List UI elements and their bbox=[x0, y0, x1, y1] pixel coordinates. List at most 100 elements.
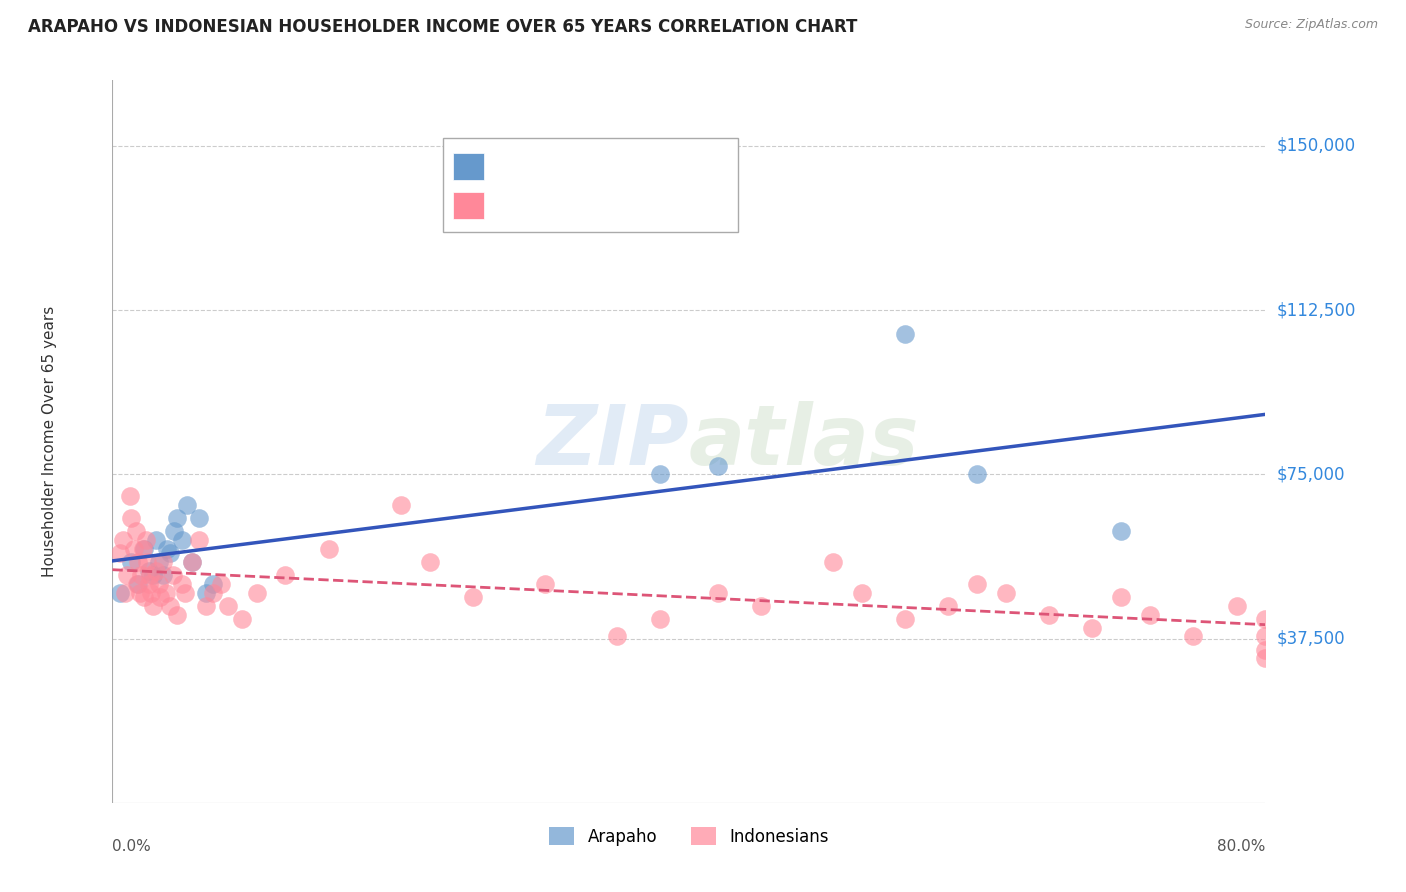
Point bbox=[707, 585, 730, 599]
Point bbox=[821, 555, 844, 569]
Point bbox=[162, 568, 184, 582]
Point bbox=[166, 511, 188, 525]
Text: Householder Income Over 65 years: Householder Income Over 65 years bbox=[42, 306, 56, 577]
Point bbox=[195, 585, 218, 599]
Point bbox=[166, 607, 188, 622]
Text: 0.0%: 0.0% bbox=[112, 838, 152, 854]
Point bbox=[246, 585, 269, 599]
Point bbox=[173, 585, 195, 599]
Point bbox=[142, 568, 165, 582]
Point bbox=[152, 555, 174, 569]
Point bbox=[134, 541, 156, 556]
Point bbox=[461, 590, 484, 604]
Point bbox=[138, 577, 160, 591]
Text: $150,000: $150,000 bbox=[1277, 137, 1355, 155]
Point bbox=[127, 577, 149, 591]
Point bbox=[217, 599, 239, 613]
Point bbox=[1254, 612, 1277, 626]
Point bbox=[419, 555, 441, 569]
Point bbox=[389, 498, 412, 512]
Text: N = 64: N = 64 bbox=[664, 198, 721, 213]
Point bbox=[152, 568, 174, 582]
Point bbox=[1111, 524, 1133, 539]
Point bbox=[650, 467, 672, 482]
Point bbox=[209, 577, 232, 591]
Point bbox=[318, 541, 340, 556]
Point bbox=[138, 564, 160, 578]
Point bbox=[1226, 599, 1249, 613]
Point bbox=[135, 533, 157, 547]
Text: ZIP: ZIP bbox=[536, 401, 689, 482]
Point bbox=[966, 467, 988, 482]
Point bbox=[145, 564, 167, 578]
Point bbox=[118, 489, 141, 503]
Point bbox=[141, 585, 163, 599]
Point bbox=[1081, 621, 1104, 635]
Point bbox=[136, 555, 159, 569]
Point bbox=[1254, 651, 1277, 665]
Point bbox=[995, 585, 1018, 599]
Point bbox=[195, 599, 218, 613]
Point bbox=[148, 577, 170, 591]
Point bbox=[202, 577, 225, 591]
Point bbox=[145, 533, 167, 547]
Point bbox=[125, 577, 148, 591]
Point bbox=[120, 555, 142, 569]
Point bbox=[124, 524, 146, 539]
Point bbox=[274, 568, 297, 582]
Point bbox=[534, 577, 557, 591]
Point bbox=[188, 533, 211, 547]
Point bbox=[966, 577, 988, 591]
Text: N = 24: N = 24 bbox=[664, 159, 721, 174]
Text: Source: ZipAtlas.com: Source: ZipAtlas.com bbox=[1244, 18, 1378, 31]
Point bbox=[127, 555, 149, 569]
Point bbox=[108, 585, 131, 599]
Point bbox=[128, 585, 150, 599]
Text: atlas: atlas bbox=[689, 401, 920, 482]
Point bbox=[170, 577, 193, 591]
Text: 80.0%: 80.0% bbox=[1218, 838, 1265, 854]
Point bbox=[1254, 629, 1277, 643]
Point bbox=[1111, 590, 1133, 604]
Point bbox=[180, 555, 202, 569]
Point bbox=[159, 599, 181, 613]
Point bbox=[114, 585, 136, 599]
Point bbox=[1254, 642, 1277, 657]
Point bbox=[134, 590, 156, 604]
Point bbox=[108, 546, 131, 560]
Point bbox=[163, 524, 186, 539]
Point bbox=[894, 327, 917, 342]
Point bbox=[851, 585, 873, 599]
Point bbox=[606, 629, 628, 643]
Point bbox=[139, 568, 162, 582]
Text: $112,500: $112,500 bbox=[1277, 301, 1357, 319]
Legend: Arapaho, Indonesians: Arapaho, Indonesians bbox=[543, 821, 835, 852]
Text: $37,500: $37,500 bbox=[1277, 630, 1346, 648]
Point bbox=[159, 546, 181, 560]
Point bbox=[936, 599, 959, 613]
Text: R =  0.603: R = 0.603 bbox=[495, 159, 576, 174]
Point bbox=[156, 541, 179, 556]
Point bbox=[155, 585, 177, 599]
Point bbox=[1038, 607, 1060, 622]
Point bbox=[122, 541, 145, 556]
Point bbox=[180, 555, 202, 569]
Point bbox=[894, 612, 917, 626]
Point bbox=[176, 498, 198, 512]
Point bbox=[120, 511, 142, 525]
Point bbox=[149, 590, 172, 604]
Point bbox=[749, 599, 772, 613]
Point bbox=[1139, 607, 1161, 622]
Text: $75,000: $75,000 bbox=[1277, 466, 1346, 483]
Point bbox=[115, 568, 138, 582]
Text: ARAPAHO VS INDONESIAN HOUSEHOLDER INCOME OVER 65 YEARS CORRELATION CHART: ARAPAHO VS INDONESIAN HOUSEHOLDER INCOME… bbox=[28, 18, 858, 36]
Point bbox=[132, 541, 155, 556]
Point bbox=[202, 585, 225, 599]
Point bbox=[231, 612, 253, 626]
Point bbox=[650, 612, 672, 626]
Text: R = -0.145: R = -0.145 bbox=[495, 198, 576, 213]
Point bbox=[707, 458, 730, 473]
Point bbox=[170, 533, 193, 547]
Point bbox=[129, 568, 153, 582]
Point bbox=[1182, 629, 1205, 643]
